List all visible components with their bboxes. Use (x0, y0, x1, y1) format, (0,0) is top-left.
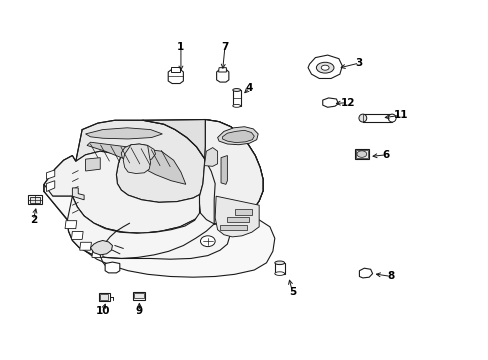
Text: 11: 11 (393, 110, 407, 120)
Polygon shape (85, 158, 100, 171)
Polygon shape (87, 142, 185, 184)
Bar (362, 114, 391, 122)
Polygon shape (76, 120, 215, 202)
Text: 12: 12 (340, 98, 355, 108)
Polygon shape (71, 231, 83, 239)
Polygon shape (168, 69, 183, 84)
Bar (30, 197, 40, 203)
Ellipse shape (274, 272, 284, 275)
Polygon shape (221, 156, 227, 184)
Ellipse shape (232, 104, 240, 107)
Text: 1: 1 (177, 42, 184, 52)
Text: 10: 10 (95, 306, 110, 316)
Ellipse shape (232, 89, 240, 91)
Polygon shape (142, 120, 263, 224)
Polygon shape (123, 144, 150, 174)
Ellipse shape (356, 151, 366, 157)
Circle shape (200, 236, 215, 247)
Bar (134, 293, 143, 298)
Polygon shape (171, 67, 180, 72)
Polygon shape (199, 120, 263, 224)
Polygon shape (80, 242, 91, 250)
Bar (99, 293, 109, 301)
Ellipse shape (274, 261, 284, 265)
Polygon shape (90, 240, 112, 255)
Bar (133, 292, 145, 300)
Bar (28, 195, 42, 204)
Text: 9: 9 (136, 306, 142, 316)
Polygon shape (67, 196, 229, 259)
Polygon shape (121, 144, 155, 163)
Text: 4: 4 (245, 83, 253, 93)
Ellipse shape (321, 65, 328, 70)
Polygon shape (359, 268, 372, 278)
Polygon shape (217, 127, 258, 145)
Polygon shape (307, 55, 342, 78)
Text: 7: 7 (221, 42, 228, 52)
Polygon shape (234, 209, 251, 215)
Polygon shape (222, 130, 254, 143)
Polygon shape (44, 184, 274, 277)
Polygon shape (65, 221, 77, 229)
Bar (274, 263, 284, 274)
Bar (100, 294, 108, 300)
Bar (232, 90, 240, 106)
Polygon shape (220, 225, 246, 230)
Polygon shape (204, 148, 217, 166)
Text: 2: 2 (30, 215, 37, 225)
Bar (354, 149, 368, 159)
Bar (355, 150, 367, 158)
Text: 8: 8 (387, 271, 394, 282)
Polygon shape (322, 98, 338, 107)
Polygon shape (215, 196, 259, 237)
Polygon shape (216, 69, 228, 82)
Ellipse shape (358, 114, 366, 122)
Polygon shape (199, 120, 263, 224)
Polygon shape (46, 181, 55, 192)
Polygon shape (227, 217, 249, 222)
Polygon shape (46, 170, 55, 179)
Polygon shape (92, 249, 103, 257)
Ellipse shape (316, 62, 333, 73)
Polygon shape (44, 151, 215, 233)
Polygon shape (105, 262, 120, 273)
Text: 3: 3 (355, 58, 362, 68)
Text: 6: 6 (382, 150, 389, 160)
Polygon shape (218, 68, 226, 72)
Text: 5: 5 (288, 287, 295, 297)
Polygon shape (72, 188, 84, 200)
Ellipse shape (387, 114, 395, 122)
Polygon shape (85, 128, 162, 139)
